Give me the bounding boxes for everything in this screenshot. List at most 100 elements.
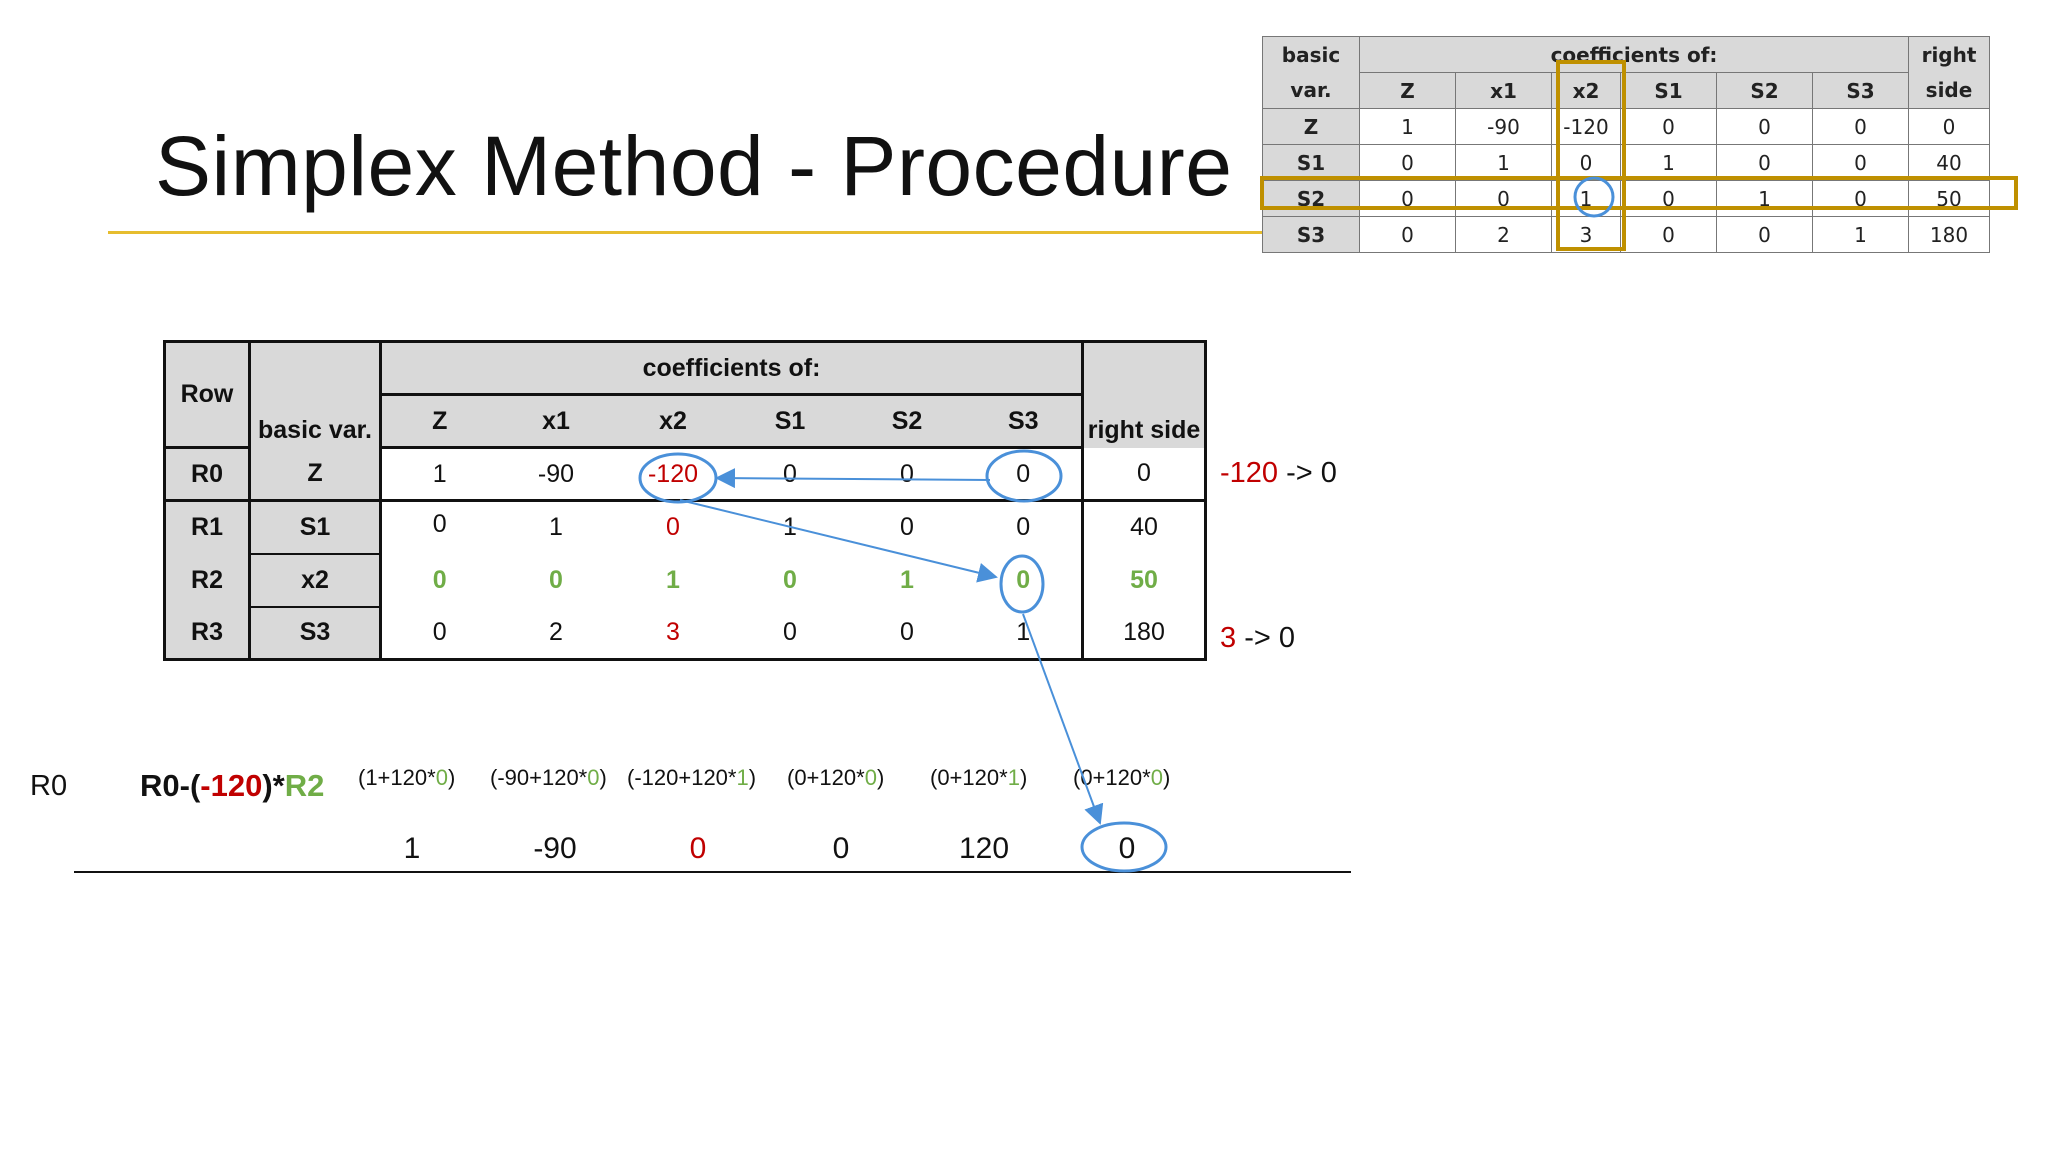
note-r3-from: 3	[1220, 622, 1237, 654]
calc-term: (0+120*0)	[787, 765, 884, 791]
calc-term-pre: (0+120*	[787, 765, 865, 790]
mini-row: S1 0 1 0 1 0 0 40	[1262, 144, 1990, 181]
header-coefficients: coefficients of:	[380, 340, 1083, 396]
calc-term-pre: (0+120*	[930, 765, 1008, 790]
cell: 0	[432, 565, 447, 594]
calc-term-post: )	[876, 765, 885, 790]
calc-term-pre: (-120+120*	[627, 765, 737, 790]
mini-row-label: S1	[1262, 144, 1360, 181]
mini-header-basic: basic	[1262, 36, 1360, 73]
mini-cell: 0	[1812, 180, 1909, 217]
formula-part: R0-(	[140, 768, 201, 803]
cell: 1	[965, 606, 1083, 661]
title-underline	[108, 231, 1263, 234]
mini-tableau: basic coefficients of: right var. Z x1 x…	[1262, 36, 1990, 253]
mini-col-header: S2	[1716, 72, 1813, 109]
col-header-s1: S1	[731, 394, 849, 449]
cell: 0	[848, 606, 966, 661]
result-value: 1	[403, 832, 421, 865]
cell: 0	[965, 447, 1083, 502]
header-basic-var: basic var.	[248, 340, 382, 448]
calc-term-value: 0	[864, 765, 877, 790]
mini-cell: 0	[1620, 180, 1717, 217]
mini-cell-rhs: 40	[1908, 144, 1990, 181]
calc-term-pre: (-90+120*	[490, 765, 588, 790]
cell: 0	[783, 565, 797, 594]
calc-term: (0+120*0)	[1073, 765, 1170, 791]
mini-cell: 1	[1455, 144, 1552, 181]
mini-row: S3 0 2 3 0 0 1 180	[1262, 216, 1990, 253]
mini-cell: 0	[1716, 108, 1813, 145]
mini-cell: -120	[1551, 108, 1621, 145]
mini-cell: 2	[1455, 216, 1552, 253]
mini-cell: 0	[1812, 108, 1909, 145]
calc-term-post: )	[748, 765, 757, 790]
calc-term-value: 0	[1150, 765, 1163, 790]
cell-pivot-column: 3	[614, 606, 732, 661]
mini-cell: 0	[1812, 144, 1909, 181]
mini-cell: 1	[1620, 144, 1717, 181]
operation-row-label: R0	[30, 770, 68, 802]
cell: 0	[731, 447, 849, 502]
note-r0-from: -120	[1220, 457, 1279, 489]
calc-term: (1+120*0)	[358, 765, 455, 791]
calc-term: (-90+120*0)	[490, 765, 607, 791]
row-label: R1	[163, 500, 251, 554]
mini-cell-rhs: 50	[1908, 180, 1990, 217]
calc-term-post: )	[599, 765, 607, 790]
mini-header-coefficients: coefficients of:	[1359, 36, 1909, 73]
cell-pivot-column: -120	[614, 447, 732, 502]
cell: 0	[1016, 565, 1031, 594]
row-r3: R3 S3 0 2 3 0 0 1 180	[163, 606, 1207, 661]
cell-rhs: 40	[1081, 500, 1207, 554]
cell-rhs: 0	[1081, 447, 1207, 502]
calc-term-post: )	[1162, 765, 1171, 790]
mini-cell-rhs: 180	[1908, 216, 1990, 253]
mini-cell: 1	[1359, 108, 1456, 145]
row-label: R2	[163, 553, 251, 607]
col-header-s2: S2	[848, 394, 966, 449]
result-value: 0	[832, 832, 850, 865]
mini-cell: 0	[1620, 216, 1717, 253]
mini-cell: 0	[1620, 108, 1717, 145]
cell: 1	[549, 513, 563, 542]
cell-rhs: 50	[1081, 553, 1207, 607]
row-r2: R2 x2 0 0 1 0 1 0 50	[163, 553, 1207, 608]
note-r3-arrow: -> 0	[1244, 622, 1295, 654]
header-row: Row	[163, 340, 251, 449]
cell: 0	[1016, 513, 1031, 542]
mini-row-label: S3	[1262, 216, 1360, 253]
mini-cell: 0	[1455, 180, 1552, 217]
cell: 0	[432, 510, 447, 538]
mini-cell: 0	[1551, 144, 1621, 181]
note-r0-arrow: -> 0	[1286, 457, 1337, 489]
cell: 0	[848, 447, 966, 502]
mini-cell: 0	[1359, 144, 1456, 181]
mini-row-label: Z	[1262, 108, 1360, 145]
formula-row: R2	[284, 768, 325, 803]
mini-cell: -90	[1455, 108, 1552, 145]
formula-coefficient: -120	[200, 768, 263, 803]
basic-var-label: Z	[249, 447, 382, 502]
col-header-x1: x1	[497, 394, 615, 449]
mini-cell-pivot: 1	[1551, 180, 1621, 217]
mini-header-right: right	[1908, 36, 1990, 73]
col-header-s3: S3	[965, 394, 1083, 449]
cell-pivot: 1	[666, 565, 680, 594]
basic-var-label: S3	[249, 606, 382, 661]
mini-cell: 0	[1359, 180, 1456, 217]
mini-col-header: S3	[1812, 72, 1909, 109]
cell: 0	[549, 565, 563, 594]
mini-col-header: Z	[1359, 72, 1456, 109]
cell-pivot-column: 0	[666, 513, 680, 542]
mini-cell: 0	[1359, 216, 1456, 253]
calc-term-post: )	[447, 765, 456, 790]
cell: 0	[380, 606, 498, 661]
mini-row-label: S2	[1262, 180, 1360, 217]
mini-cell: 1	[1716, 180, 1813, 217]
cell: 1	[900, 565, 914, 594]
calc-term: (0+120*1)	[930, 765, 1027, 791]
mini-cell: 0	[1716, 144, 1813, 181]
row-r0: R0 Z 1 -90 -120 0 0 0 0	[163, 447, 1207, 502]
calc-term-value: 1	[736, 765, 749, 790]
